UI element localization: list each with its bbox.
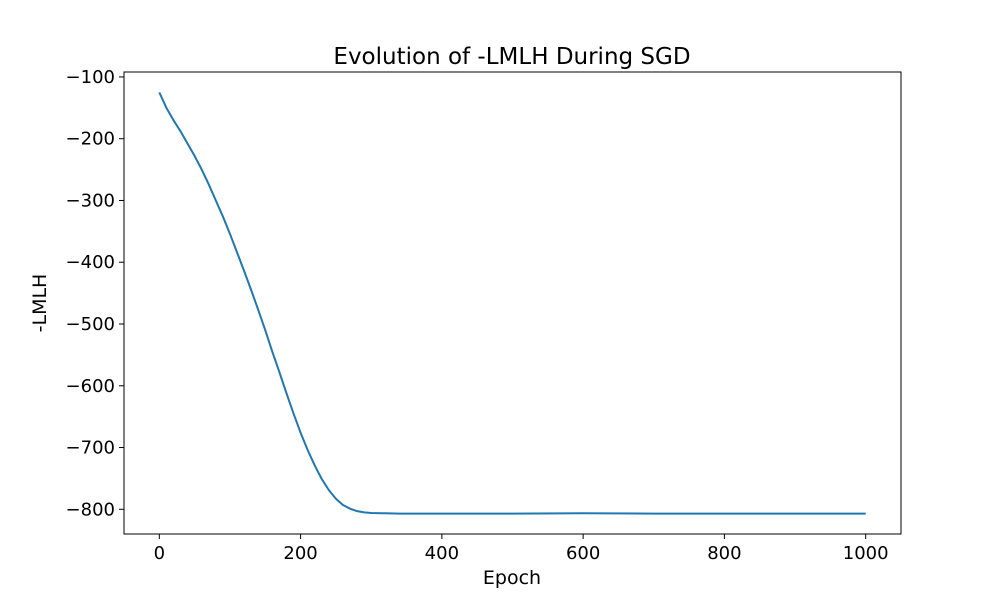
series-line-0 [158,91,866,515]
y-axis-label: -LMLH [29,274,51,333]
y-tick-label: −700 [66,438,115,459]
y-tick-label: −300 [66,190,115,211]
chart-title: Evolution of -LMLH During SGD [333,44,690,70]
axes-layer: 0 200 400 600 800 1000 −100 −200 −300 −400 −500 −60… [66,67,902,564]
y-tick-label: −200 [66,129,115,150]
x-tick-label: 400 [425,543,459,564]
y-tick-label: −400 [66,252,115,273]
x-tick-label: 200 [283,543,317,564]
y-tick-label: −600 [66,376,115,397]
y-tick-label: −800 [66,499,115,520]
y-tick-label: −500 [66,314,115,335]
y-tick-label: −100 [66,67,115,88]
series-layer [158,91,866,515]
x-tick-label: 800 [707,543,741,564]
plot-frame [123,71,902,535]
x-axis-label: Epoch [483,567,541,589]
x-tick-label: 0 [154,543,165,564]
x-tick-label: 600 [566,543,600,564]
x-tick-label: 1000 [843,543,889,564]
